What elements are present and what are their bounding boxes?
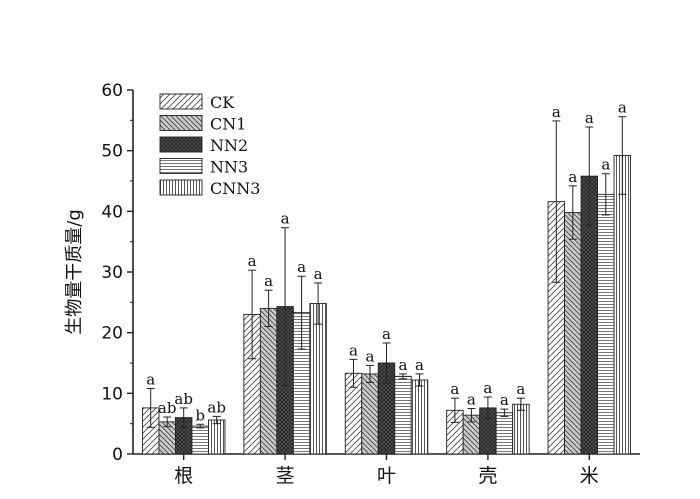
bar [309,303,327,455]
significance-label: a [248,252,257,270]
significance-label: a [264,272,273,290]
significance-label: a [450,380,459,398]
bar [512,403,530,455]
y-ticks: 0 10 20 30 40 50 60 [101,81,133,465]
significance-label: a [366,347,375,365]
significance-label: a [399,356,408,374]
legend-label: NN2 [210,136,248,155]
significance-label: a [516,380,525,398]
legend-swatch [159,93,203,110]
y-tick-label: 50 [101,142,123,162]
significance-label: a [467,391,476,409]
significance-label: a [349,341,358,359]
bar [191,425,209,455]
bar [597,193,615,455]
significance-label: b [195,406,205,424]
significance-label: a [500,391,509,409]
legend-item: NN3 [159,158,248,177]
significance-label: a [297,258,306,276]
y-tick-label: 10 [101,384,123,404]
bar [207,419,226,455]
x-tick-label: 根 [174,465,193,487]
legend-item: CK [159,93,235,112]
legend-swatch [159,115,203,131]
significance-label: ab [158,399,177,417]
legend: CK CN1 NN2 NN3 CNN3 [159,93,260,198]
y-tick-label: 40 [101,202,123,222]
legend-item: CNN3 [159,179,260,198]
significance-label: a [585,109,594,127]
significance-label: a [146,370,155,388]
legend-label: CK [210,93,235,112]
bar [394,375,412,455]
x-tick-label: 茎 [276,465,295,487]
legend-swatch [159,158,203,174]
bar-group: 叶a aaa a [344,325,429,487]
y-tick-label: 60 [101,81,123,101]
bar [259,307,278,455]
y-axis-label: 生物量干质量/g [64,209,85,335]
significance-label: ab [174,390,193,408]
bar [613,155,631,455]
bar [410,379,429,455]
y-tick-label: 20 [101,324,123,344]
significance-label: a [483,379,492,397]
legend-label: CN1 [210,115,246,134]
legend-swatch [159,136,203,153]
significance-label: a [618,99,627,117]
legend-item: NN2 [159,136,248,155]
significance-label: a [314,265,323,283]
y-tick-label: 0 [112,445,123,465]
y-tick-label: 30 [101,263,123,283]
bar [361,373,379,455]
legend-swatch [159,179,203,196]
significance-label: a [552,103,561,121]
bar-group: 米 a a a a a [547,99,631,487]
legend-item: CN1 [159,115,246,134]
x-tick-label: 米 [580,465,599,487]
significance-label: a [281,210,290,228]
x-tick-label: 壳 [478,465,497,487]
significance-label: a [601,156,610,174]
bar [495,412,514,455]
legend-label: CNN3 [210,179,260,198]
bar [564,212,582,455]
legend-label: NN3 [210,158,248,177]
significance-label: ab [207,398,226,416]
significance-label: a [382,325,391,343]
significance-label: a [415,356,424,374]
significance-label: a [568,168,577,186]
x-tick-label: 叶 [377,465,396,487]
